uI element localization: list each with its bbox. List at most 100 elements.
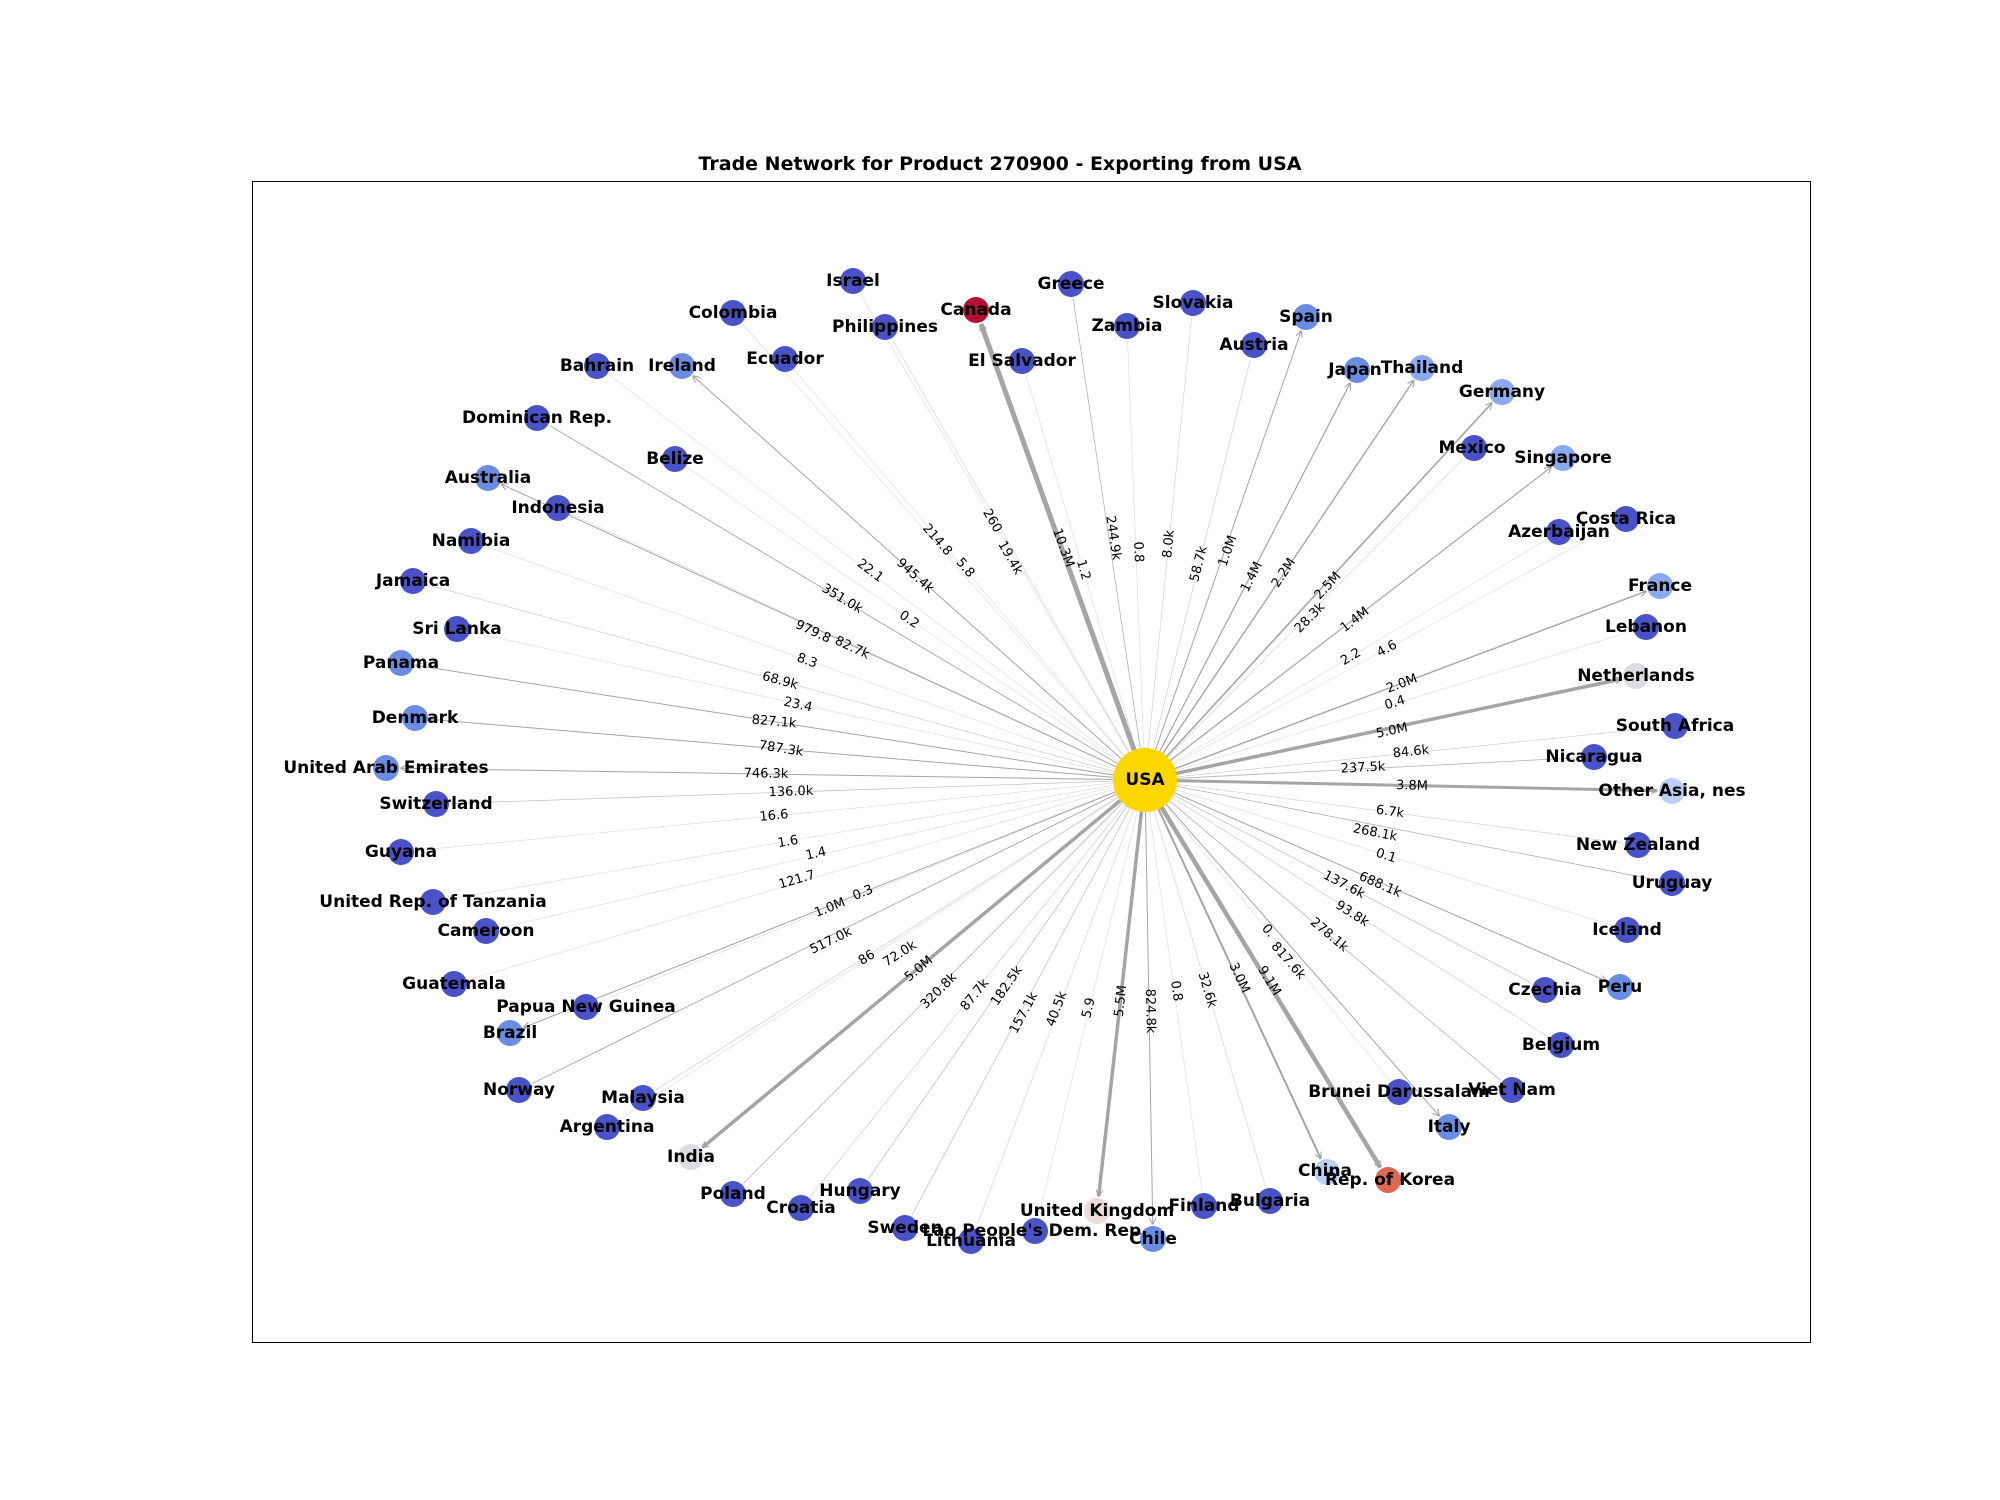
node-bahrain[interactable] [584, 353, 610, 379]
node-spain[interactable] [1293, 304, 1319, 330]
node-argentina[interactable] [594, 1114, 620, 1140]
node-label-nicaragua: Nicaragua [1545, 747, 1642, 767]
node-poland[interactable] [720, 1181, 746, 1207]
node-denmark[interactable] [402, 705, 428, 731]
node-el-salvador[interactable] [1009, 348, 1035, 374]
node-hungary[interactable] [847, 1178, 873, 1204]
node-austria[interactable] [1241, 332, 1267, 358]
edge-argentina [619, 794, 1122, 1120]
node-colombia[interactable] [720, 300, 746, 326]
node-switzerland[interactable] [423, 791, 449, 817]
node-germany[interactable] [1489, 379, 1515, 405]
node-peru[interactable] [1607, 974, 1633, 1000]
edge-label-azerbaijan: 2.2 [1338, 645, 1363, 668]
node-mexico[interactable] [1461, 435, 1487, 461]
node-label-belize: Belize [646, 449, 704, 469]
node-ecuador[interactable] [772, 346, 798, 372]
node-label-australia: Australia [445, 468, 532, 488]
node-label-peru: Peru [1598, 977, 1642, 997]
node-ireland[interactable] [669, 353, 695, 379]
edge-belgium [1168, 794, 1549, 1038]
node-canada[interactable] [963, 297, 989, 323]
node-malaysia[interactable] [630, 1085, 656, 1111]
edge-costa-rica [1169, 525, 1613, 767]
node-other-asia-nes[interactable] [1659, 778, 1685, 804]
node-israel[interactable] [840, 268, 866, 294]
node-iceland[interactable] [1614, 917, 1640, 943]
edge-germany [1163, 403, 1492, 760]
node-cameroon[interactable] [473, 918, 499, 944]
edge-nicaragua [1172, 757, 1580, 779]
edge-label-australia: 82.7k [832, 634, 872, 663]
node-lao-people-s-dem-rep[interactable] [1022, 1218, 1048, 1244]
node-china[interactable] [1314, 1159, 1340, 1185]
edge-poland [743, 799, 1126, 1184]
edge-united-kingdom [1099, 807, 1144, 1196]
node-australia[interactable] [475, 465, 501, 491]
node-label-sri-lanka: Sri Lanka [412, 619, 502, 639]
node-azerbaijan[interactable] [1546, 519, 1572, 545]
edge-labels-layer: 10.3M9.1M5.5M5.0M5.0M3.8M3.0M2.5M2.2M2.0… [744, 506, 1431, 1036]
node-label-colombia: Colombia [689, 303, 778, 323]
node-sweden[interactable] [892, 1215, 918, 1241]
node-label-israel: Israel [826, 271, 880, 291]
node-lithuania[interactable] [958, 1228, 984, 1254]
node-indonesia[interactable] [545, 495, 571, 521]
edge-label-israel: 260 [979, 506, 1004, 535]
node-panama[interactable] [388, 650, 414, 676]
node-sri-lanka[interactable] [444, 616, 470, 642]
node-united-arab-emirates[interactable] [373, 755, 399, 781]
node-singapore[interactable] [1550, 445, 1576, 471]
node-india[interactable] [678, 1144, 704, 1170]
node-viet-nam[interactable] [1499, 1077, 1525, 1103]
node-slovakia[interactable] [1180, 290, 1206, 316]
edge-label-japan: 1.4M [1238, 559, 1266, 594]
node-costa-rica[interactable] [1613, 506, 1639, 532]
node-philippines[interactable] [872, 314, 898, 340]
node-south-africa[interactable] [1662, 713, 1688, 739]
node-label-malaysia: Malaysia [601, 1088, 685, 1108]
node-thailand[interactable] [1409, 355, 1435, 381]
edge-ireland [693, 376, 1125, 762]
edge-denmark [430, 719, 1118, 779]
node-finland[interactable] [1191, 1193, 1217, 1219]
edge-label-lao-people-s-dem-rep: 5.9 [1079, 996, 1098, 1020]
node-czechia[interactable] [1532, 977, 1558, 1003]
node-chile[interactable] [1140, 1226, 1166, 1252]
edge-label-peru: 688.1k [1356, 869, 1403, 901]
node-belgium[interactable] [1548, 1032, 1574, 1058]
node-united-rep-of-tanzania[interactable] [420, 889, 446, 915]
node-rep-of-korea[interactable] [1375, 1167, 1401, 1193]
node-bulgaria[interactable] [1257, 1188, 1283, 1214]
node-italy[interactable] [1436, 1114, 1462, 1140]
node-japan[interactable] [1344, 357, 1370, 383]
node-papua-new-guinea[interactable] [573, 994, 599, 1020]
node-nicaragua[interactable] [1581, 744, 1607, 770]
node-brazil[interactable] [497, 1020, 523, 1046]
node-greece[interactable] [1058, 271, 1084, 297]
node-netherlands[interactable] [1623, 663, 1649, 689]
node-united-kingdom[interactable] [1084, 1198, 1110, 1224]
node-usa[interactable] [1113, 748, 1177, 812]
node-jamaica[interactable] [400, 568, 426, 594]
node-namibia[interactable] [458, 528, 484, 554]
node-guyana[interactable] [388, 839, 414, 865]
node-belize[interactable] [662, 446, 688, 472]
node-zambia[interactable] [1114, 313, 1140, 339]
node-guatemala[interactable] [441, 971, 467, 997]
node-label-new-zealand: New Zealand [1576, 835, 1700, 855]
node-label-denmark: Denmark [372, 708, 459, 728]
node-label-finland: Finland [1168, 1196, 1239, 1216]
node-brunei-darussalam[interactable] [1386, 1079, 1412, 1105]
node-label-italy: Italy [1428, 1117, 1471, 1137]
node-dominican-rep[interactable] [524, 405, 550, 431]
node-new-zealand[interactable] [1625, 832, 1651, 858]
node-croatia[interactable] [788, 1195, 814, 1221]
edge-label-finland: 0.8 [1167, 980, 1185, 1003]
node-uruguay[interactable] [1659, 870, 1685, 896]
edge-czechia [1169, 792, 1532, 984]
node-label-poland: Poland [700, 1184, 766, 1204]
node-france[interactable] [1647, 573, 1673, 599]
node-lebanon[interactable] [1633, 614, 1659, 640]
node-norway[interactable] [506, 1077, 532, 1103]
